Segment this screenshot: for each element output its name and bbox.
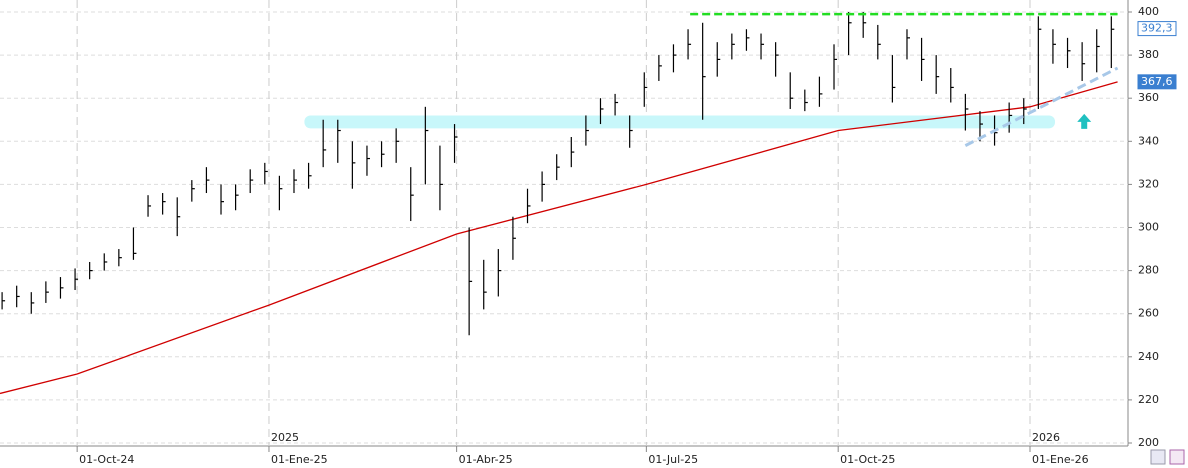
x-tick-label: 01-Ene-26: [1032, 453, 1089, 466]
y-tick-label: 240: [1138, 350, 1159, 363]
y-tick-label: 220: [1138, 393, 1159, 406]
price-marker: [1137, 74, 1177, 90]
moving-average: [0, 81, 1118, 395]
y-tick-label: 340: [1138, 134, 1159, 147]
y-tick-label: 300: [1138, 221, 1159, 234]
y-tick-label: 360: [1138, 91, 1159, 104]
price-marker-label: 392,3: [1141, 22, 1173, 35]
arrow: [1077, 113, 1092, 129]
y-tick-label: 260: [1138, 307, 1159, 320]
y-tick-label: 320: [1138, 177, 1159, 190]
x-tick-label: 01-Jul-25: [648, 453, 698, 466]
year-label: 2026: [1032, 431, 1060, 444]
x-tick-label: 01-Ene-25: [271, 453, 328, 466]
year-label: 2025: [271, 431, 299, 444]
y-tick-label: 200: [1138, 436, 1159, 449]
y-tick-label: 280: [1138, 264, 1159, 277]
icon-button[interactable]: [1150, 449, 1166, 465]
x-tick-label: 01-Oct-25: [840, 453, 895, 466]
trendline: [964, 66, 1119, 147]
price-marker: [1137, 21, 1177, 37]
support-band: [304, 115, 1056, 129]
icon-button[interactable]: [1169, 449, 1185, 465]
y-tick-label: 400: [1138, 5, 1159, 18]
x-tick-label: 01-Abr-25: [459, 453, 513, 466]
price-marker-label: 367,6: [1141, 75, 1173, 88]
x-tick-label: 01-Oct-24: [79, 453, 134, 466]
y-tick-label: 380: [1138, 48, 1159, 61]
